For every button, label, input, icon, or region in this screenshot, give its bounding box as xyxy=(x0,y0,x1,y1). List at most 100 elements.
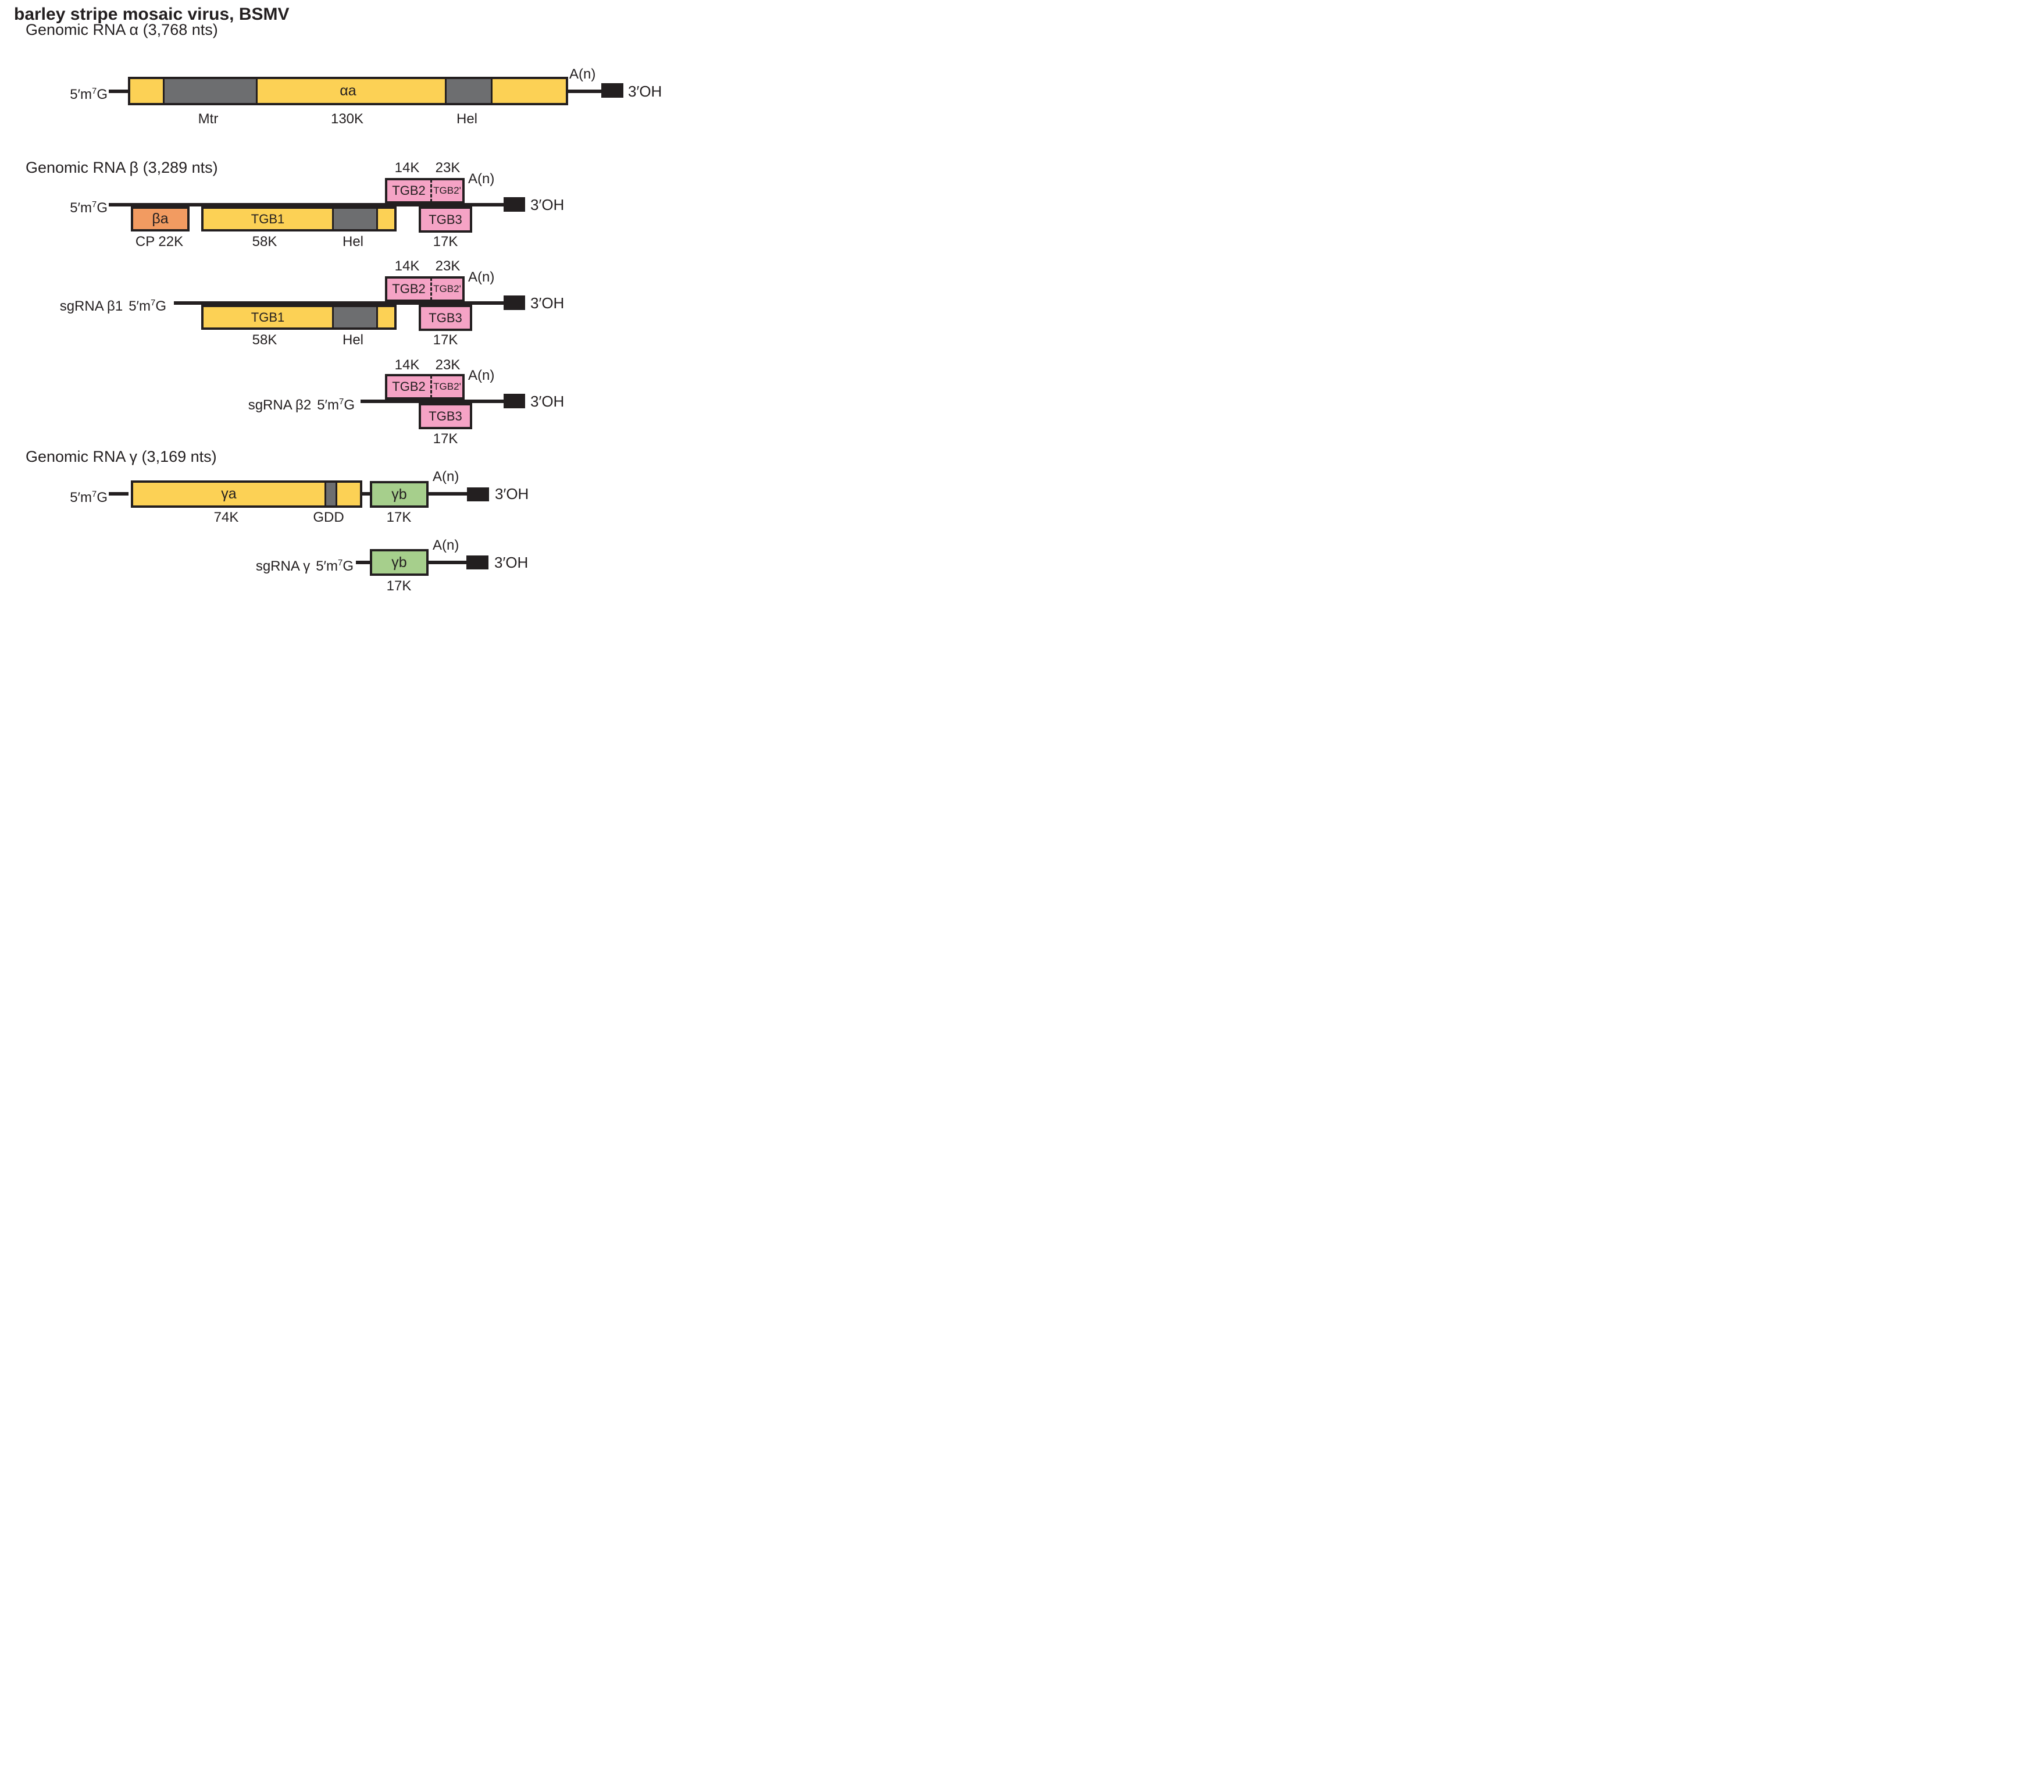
sgrna-beta2-cap-label: sgRNA β2 5′m7G xyxy=(248,397,355,413)
five-prime-cap-label: 5′m7G xyxy=(70,490,108,505)
gamma-b-orf-label: γb xyxy=(391,486,407,503)
tgb1-box: TGB1 xyxy=(201,206,397,231)
tgb2-label: TGB2 xyxy=(392,183,426,198)
three-prime-line xyxy=(568,90,602,93)
size-58k-label: 58K xyxy=(252,332,277,348)
tgb2-prime-label: TGB2' xyxy=(433,381,461,392)
tgb2-label: TGB2 xyxy=(392,379,426,394)
three-prime-terminus-box xyxy=(466,555,488,569)
backbone-line xyxy=(174,301,504,305)
rna-alpha-heading: Genomic RNA α (3,768 nts) xyxy=(26,21,218,38)
size-58k-label: 58K xyxy=(252,234,277,250)
gamma-a-orf-label: γa xyxy=(221,486,237,502)
alpha-a-orf-label: αa xyxy=(340,83,356,99)
poly-a-label: A(n) xyxy=(433,537,459,553)
three-prime-oh-label: 3′OH xyxy=(530,393,565,410)
size-17k-label: 17K xyxy=(433,431,458,447)
tgb2-reading-frame-divider xyxy=(430,375,432,398)
gamma-b-orf-label: γb xyxy=(391,554,407,571)
three-prime-terminus-box xyxy=(504,295,525,310)
alpha-a-orf-box: αa xyxy=(128,77,568,105)
sgrna-beta1-cap-label: sgRNA β1 5′m7G xyxy=(59,298,166,314)
hel-label: Hel xyxy=(456,111,478,127)
poly-a-label: A(n) xyxy=(468,368,495,383)
hel-label: Hel xyxy=(342,234,364,250)
mtr-label: Mtr xyxy=(198,111,219,127)
tgb3-box: TGB3 xyxy=(419,206,472,233)
three-prime-oh-label: 3′OH xyxy=(494,554,529,571)
gamma-a-orf-box: γa xyxy=(131,480,362,508)
size-74k-label: 74K xyxy=(213,510,239,525)
rna-gamma-heading: Genomic RNA γ (3,169 nts) xyxy=(26,448,217,465)
size-17k-label: 17K xyxy=(386,578,412,594)
three-prime-line xyxy=(429,492,468,496)
sgrna-beta1-label: sgRNA β1 xyxy=(59,298,123,314)
beta-a-orf-label: βa xyxy=(152,211,169,227)
sgrna-gamma-cap-label: sgRNA γ 5′m7G xyxy=(255,558,354,574)
tgb1-hel-segment xyxy=(332,209,378,229)
tgb2-label: TGB2 xyxy=(392,282,426,296)
three-prime-terminus-box xyxy=(601,83,623,98)
three-prime-terminus-box xyxy=(467,487,489,501)
size-130k-label: 130K xyxy=(330,111,364,127)
poly-a-label: A(n) xyxy=(569,66,596,82)
beta-a-orf-box: βa xyxy=(131,206,190,231)
mtr-domain-segment xyxy=(163,79,258,103)
three-prime-oh-label: 3′OH xyxy=(495,485,529,503)
sgrna-beta2-label: sgRNA β2 xyxy=(248,397,312,413)
size-14k-label: 14K xyxy=(394,258,420,274)
size-17k-label: 17K xyxy=(433,234,458,250)
three-prime-oh-label: 3′OH xyxy=(530,294,565,312)
tgb2-prime-label: TGB2' xyxy=(433,185,461,196)
tgb2-prime-label: TGB2' xyxy=(433,283,461,294)
backbone-line xyxy=(109,203,504,206)
tgb2-box: TGB2 TGB2' xyxy=(385,178,465,204)
size-17k-label: 17K xyxy=(386,510,412,525)
gamma-b-orf-box: γb xyxy=(370,549,429,576)
three-prime-terminus-box xyxy=(504,394,525,408)
tgb2-box: TGB2 TGB2' xyxy=(385,374,465,400)
three-prime-oh-label: 3′OH xyxy=(628,83,662,100)
tgb1-hel-segment xyxy=(332,307,378,327)
three-prime-line xyxy=(429,561,467,564)
tgb2-reading-frame-divider xyxy=(430,179,432,202)
gdd-motif-segment xyxy=(324,483,337,505)
tgb3-label: TGB3 xyxy=(429,212,462,227)
gdd-label: GDD xyxy=(313,510,344,525)
five-prime-cap-label: 5′m7G xyxy=(70,200,108,216)
three-prime-oh-label: 3′OH xyxy=(530,196,565,213)
tgb1-label: TGB1 xyxy=(251,309,285,325)
sgrna-gamma-label: sgRNA γ xyxy=(255,558,311,574)
figure-title: barley stripe mosaic virus, BSMV xyxy=(14,5,290,24)
size-17k-label: 17K xyxy=(433,332,458,348)
gamma-b-orf-box: γb xyxy=(370,481,429,508)
poly-a-label: A(n) xyxy=(468,171,495,187)
five-prime-leader-line xyxy=(109,492,129,496)
hel-label: Hel xyxy=(342,332,364,348)
size-23k-label: 23K xyxy=(435,357,461,373)
hel-domain-segment xyxy=(445,79,493,103)
poly-a-label: A(n) xyxy=(433,469,459,484)
five-prime-leader-line xyxy=(109,90,129,93)
bsmv-genome-figure: barley stripe mosaic virus, BSMV Genomic… xyxy=(0,0,682,598)
tgb3-label: TGB3 xyxy=(429,408,462,423)
size-23k-label: 23K xyxy=(435,258,461,274)
tgb2-reading-frame-divider xyxy=(430,277,432,301)
size-14k-label: 14K xyxy=(394,357,420,373)
five-prime-leader-line xyxy=(356,561,370,564)
tgb2-box: TGB2 TGB2' xyxy=(385,276,465,302)
intercistronic-line xyxy=(362,492,370,496)
size-14k-label: 14K xyxy=(394,160,420,176)
tgb3-label: TGB3 xyxy=(429,310,462,325)
five-prime-cap-label: 5′m7G xyxy=(70,87,108,102)
backbone-line xyxy=(361,400,504,403)
cp-22k-label: CP 22K xyxy=(135,234,184,250)
tgb1-box: TGB1 xyxy=(201,305,397,330)
poly-a-label: A(n) xyxy=(468,269,495,285)
tgb3-box: TGB3 xyxy=(419,305,472,331)
tgb1-label: TGB1 xyxy=(251,211,285,226)
three-prime-terminus-box xyxy=(504,197,525,212)
size-23k-label: 23K xyxy=(435,160,461,176)
tgb3-box: TGB3 xyxy=(419,403,472,429)
rna-beta-heading: Genomic RNA β (3,289 nts) xyxy=(26,159,218,176)
